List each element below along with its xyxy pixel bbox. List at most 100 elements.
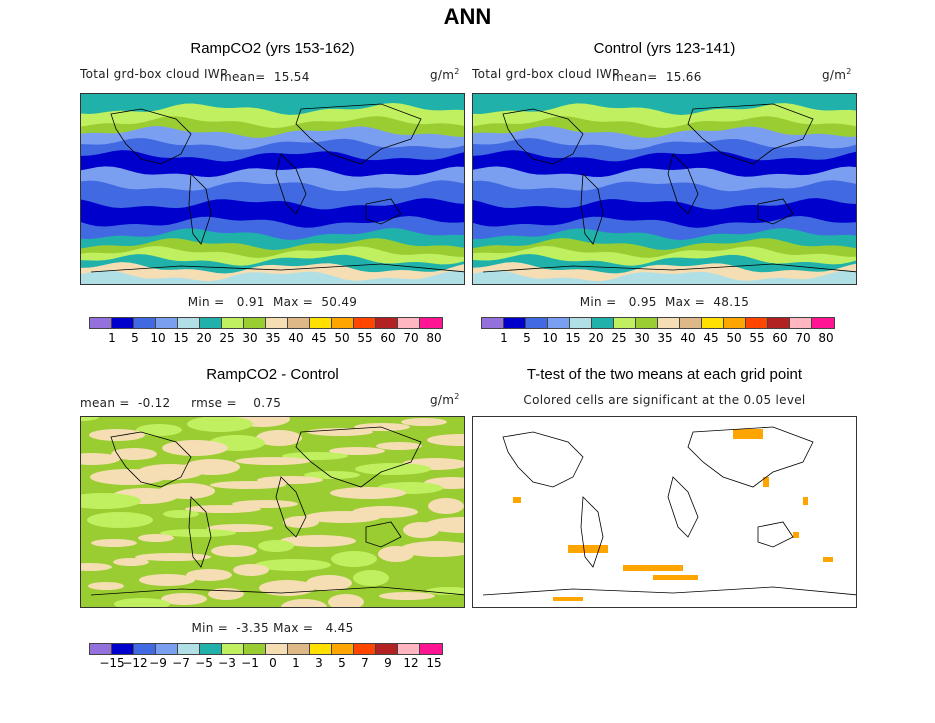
colorbar-tick-label: 70 xyxy=(795,331,811,345)
colorbar-swatch xyxy=(680,318,702,328)
colorbar-tick-label: 15 xyxy=(565,331,581,345)
colorbar-swatch xyxy=(200,644,222,654)
panel2-variable: Total grd-box cloud IWP xyxy=(472,67,620,81)
colorbar-swatch xyxy=(398,644,420,654)
coastline xyxy=(687,103,814,165)
contour-patch xyxy=(210,481,286,489)
colorbar-tick-label: 30 xyxy=(634,331,650,345)
colorbar-swatch xyxy=(592,318,614,328)
contour-patch xyxy=(428,498,464,514)
contour-patch xyxy=(401,418,447,426)
contour-patch xyxy=(305,511,381,523)
coastline xyxy=(502,108,584,165)
colorbar-tick-label: 40 xyxy=(680,331,696,345)
colorbar-tick-label: 55 xyxy=(749,331,765,345)
panel2-map xyxy=(472,93,857,285)
contour-patch xyxy=(208,588,244,600)
colorbar-swatch xyxy=(310,318,332,328)
colorbar-swatch xyxy=(332,318,354,328)
contour-patch xyxy=(331,551,377,567)
colorbar-swatch xyxy=(812,318,834,328)
colorbar-tick-label: 60 xyxy=(772,331,788,345)
colorbar-tick-label: −7 xyxy=(172,656,190,670)
coastline xyxy=(757,198,794,225)
panel3-units: g/m2 xyxy=(430,392,460,407)
contour-patch xyxy=(259,580,315,596)
panel1-variable: Total grd-box cloud IWP xyxy=(80,67,228,81)
colorbar-tick-label: 1 xyxy=(500,331,508,345)
contour-patch xyxy=(163,510,199,518)
contour-patch xyxy=(185,505,261,513)
coastline xyxy=(110,108,192,165)
contour-patch xyxy=(304,471,360,479)
panel2-title: Control (yrs 123-141) xyxy=(593,40,736,57)
contour-patch xyxy=(111,448,157,460)
contour-patch xyxy=(81,563,112,571)
contour-patch xyxy=(281,599,327,607)
colorbar-swatch xyxy=(658,318,680,328)
colorbar-tick-label: 20 xyxy=(196,331,212,345)
panel1-minmax: Min = 0.91 Max = 50.49 xyxy=(187,295,358,309)
colorbar-tick-label: 60 xyxy=(380,331,396,345)
colorbar-swatch xyxy=(636,318,658,328)
colorbar-tick-label: −15 xyxy=(99,656,125,670)
panel2-mean: mean= 15.66 xyxy=(612,70,702,84)
contour-patch xyxy=(258,540,294,552)
colorbar-tick-label: 0 xyxy=(269,656,277,670)
colorbar-swatch xyxy=(200,318,222,328)
panel1-title: RampCO2 (yrs 153-162) xyxy=(190,40,355,57)
colorbar-swatch xyxy=(134,318,156,328)
contour-patch xyxy=(235,457,311,465)
colorbar-tick-label: 10 xyxy=(542,331,558,345)
colorbar-tick-label: 10 xyxy=(150,331,166,345)
contour-patch xyxy=(376,442,422,450)
colorbar-tick-label: 30 xyxy=(242,331,258,345)
colorbar-swatch xyxy=(156,318,178,328)
coastline xyxy=(580,496,604,568)
contour-patch xyxy=(113,558,149,566)
colorbar-swatch xyxy=(134,644,156,654)
contour-patch xyxy=(255,559,331,571)
colorbar-tick-label: 35 xyxy=(265,331,281,345)
colorbar-swatch xyxy=(420,644,442,654)
contour-patch xyxy=(136,424,182,436)
colorbar-tick-label: 5 xyxy=(131,331,139,345)
significant-cells xyxy=(793,532,799,538)
contour-patch xyxy=(355,463,431,475)
contour-patch xyxy=(378,546,414,562)
colorbar-tick-label: 5 xyxy=(338,656,346,670)
contour-patch xyxy=(257,476,323,484)
contour-patch xyxy=(400,541,464,557)
colorbar-swatch xyxy=(790,318,812,328)
coastline xyxy=(482,263,856,273)
contour-patch xyxy=(135,553,211,561)
significant-cells xyxy=(568,545,608,553)
contour-patch xyxy=(403,522,439,538)
colorbar-swatch xyxy=(768,318,790,328)
contour-patch xyxy=(88,582,124,590)
contour-patch xyxy=(91,539,137,547)
colorbar-swatch xyxy=(156,644,178,654)
significant-cells xyxy=(803,497,808,505)
colorbar-tick-label: 80 xyxy=(818,331,834,345)
colorbar-tick-label: 5 xyxy=(523,331,531,345)
significant-cells xyxy=(763,477,769,487)
colorbar-swatch xyxy=(614,318,636,328)
contour-patch xyxy=(307,428,373,436)
panel4-map xyxy=(472,416,857,608)
coastline xyxy=(110,431,192,488)
colorbar-tick-label: 35 xyxy=(657,331,673,345)
contour-patch xyxy=(330,487,406,499)
colorbar-swatch xyxy=(746,318,768,328)
colorbar-tick-label: 25 xyxy=(611,331,627,345)
contour-patch xyxy=(162,440,228,456)
colorbar-swatch xyxy=(288,644,310,654)
significant-cells xyxy=(623,565,683,571)
colorbar-tick-label: 7 xyxy=(361,656,369,670)
coastline xyxy=(687,426,814,488)
colorbar-tick-label: 1 xyxy=(108,331,116,345)
panel1-colorbar xyxy=(89,317,443,329)
colorbar-swatch xyxy=(376,318,398,328)
colorbar-tick-label: 50 xyxy=(334,331,350,345)
